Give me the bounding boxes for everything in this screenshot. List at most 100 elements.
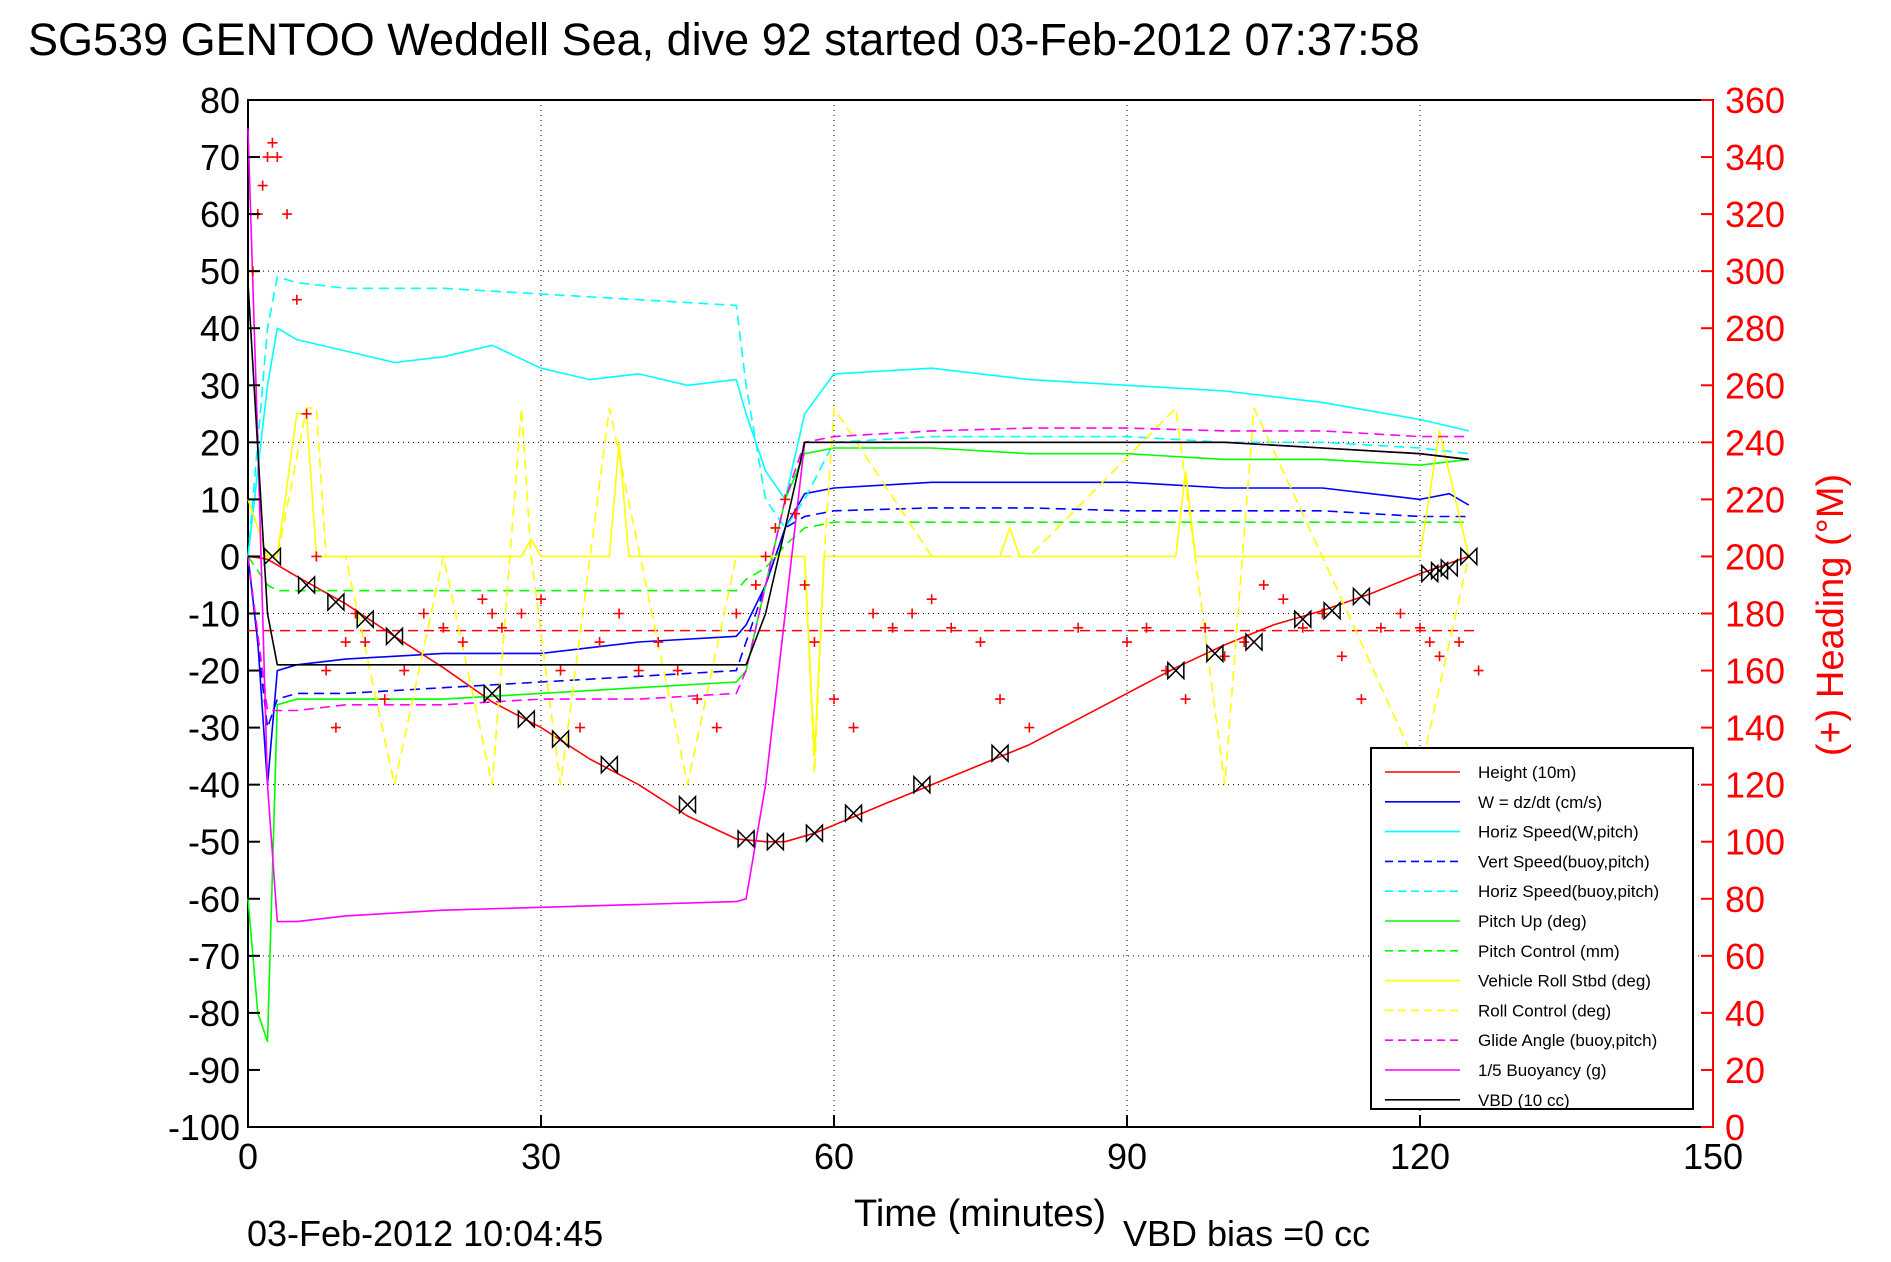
heading-marker-34 <box>731 608 742 619</box>
y2-tick-label-10: 160 <box>1725 651 1785 692</box>
vbd-marker-13 <box>844 803 863 824</box>
heading-marker-70 <box>1434 651 1445 662</box>
x-tick-label-4: 120 <box>1390 1136 1450 1177</box>
heading-marker-25 <box>555 665 566 676</box>
heading-marker-19 <box>457 637 468 648</box>
heading-marker-68 <box>1415 622 1425 633</box>
y2-tick-label-15: 60 <box>1725 936 1765 977</box>
vbd-marker-20 <box>1323 600 1341 621</box>
heading-marker-42 <box>829 694 839 705</box>
vbd-marker-18 <box>1245 632 1263 652</box>
legend-items: Height (10m) W = dz/dt (cm/s) Horiz Speed(… <box>1385 763 1659 1110</box>
footer-timestamp: 03-Feb-2012 10:04:45 <box>247 1213 603 1254</box>
series-line-9 <box>247 427 1469 712</box>
heading-marker-12 <box>340 637 351 648</box>
x-axis-ticks: 0 30 60 90 120 150 <box>238 1115 1743 1177</box>
vbd-marker-15 <box>991 743 1009 764</box>
heading-marker-28 <box>614 608 625 619</box>
heading-marker-37 <box>770 522 781 533</box>
heading-marker-41 <box>809 637 820 648</box>
heading-marker-45 <box>887 622 898 633</box>
heading-marker-9 <box>311 551 322 562</box>
vbd-marker-22 <box>1421 563 1439 584</box>
y2-tick-label-1: 340 <box>1725 137 1785 178</box>
x-tick-label-1: 30 <box>521 1136 561 1177</box>
heading-marker-61 <box>1278 594 1289 605</box>
heading-marker-65 <box>1356 694 1367 705</box>
heading-marker-43 <box>848 722 859 733</box>
vbd-marker-23 <box>1430 560 1449 581</box>
y2-tick-label-17: 20 <box>1725 1050 1765 1091</box>
y2-tick-label-9: 180 <box>1725 594 1785 635</box>
heading-marker-60 <box>1258 579 1269 590</box>
heading-marker-67 <box>1395 608 1406 619</box>
y-tick-label-5: 30 <box>200 365 240 406</box>
heading-marker-32 <box>692 694 703 705</box>
heading-marker-62 <box>1297 622 1308 633</box>
x-tick-label-3: 90 <box>1107 1136 1147 1177</box>
heading-marker-4 <box>267 137 278 148</box>
heading-marker-24 <box>536 594 546 605</box>
heading-marker-53 <box>1122 637 1132 648</box>
y-tick-label-11: -30 <box>188 708 240 749</box>
y2-tick-label-12: 120 <box>1725 765 1785 806</box>
heading-marker-57 <box>1200 622 1211 633</box>
heading-marker-51 <box>1024 722 1035 733</box>
series-line-4 <box>247 276 1469 557</box>
heading-marker-16 <box>399 665 410 676</box>
heading-marker-6 <box>282 209 293 220</box>
series-line-11 <box>247 282 1469 666</box>
legend-label-3: Vert Speed(buoy,pitch) <box>1478 852 1650 871</box>
vbd-marker-9 <box>678 794 697 815</box>
y-tick-label-3: 50 <box>200 251 240 292</box>
legend-label-9: Glide Angle (buoy,pitch) <box>1478 1031 1657 1050</box>
heading-marker-39 <box>789 508 800 519</box>
vbd-marker-6 <box>517 709 536 729</box>
right-axis-label: (+) Heading (°M) <box>1810 474 1852 756</box>
y2-tick-label-18: 0 <box>1725 1107 1745 1148</box>
heading-marker-56 <box>1180 694 1191 705</box>
heading-marker-30 <box>653 637 664 648</box>
legend-label-0: Height (10m) <box>1478 763 1576 782</box>
y-tick-label-2: 60 <box>200 194 240 235</box>
heading-marker-5 <box>272 152 283 163</box>
y2-tick-label-3: 300 <box>1725 251 1785 292</box>
legend-label-6: Pitch Control (mm) <box>1478 942 1620 961</box>
chart-title: SG539 GENTOO Weddell Sea, dive 92 starte… <box>28 14 1420 65</box>
y-tick-label-0: 80 <box>200 80 240 121</box>
y-tick-label-14: -60 <box>188 879 240 920</box>
heading-marker-26 <box>575 722 586 733</box>
heading-marker-44 <box>868 608 879 619</box>
y-tick-label-13: -50 <box>188 822 240 863</box>
heading-marker-46 <box>907 608 918 619</box>
y2-tick-label-13: 100 <box>1725 822 1785 863</box>
heading-marker-55 <box>1161 665 1172 676</box>
x-tick-label-0: 0 <box>238 1136 258 1177</box>
y-tick-label-1: 70 <box>200 137 240 178</box>
heading-marker-14 <box>360 637 371 648</box>
vbd-marker-12 <box>805 823 824 843</box>
heading-marker-31 <box>672 665 683 676</box>
heading-marker-38 <box>780 494 791 505</box>
heading-marker-7 <box>291 294 302 305</box>
marker-layer <box>247 137 1484 852</box>
legend-box <box>1370 747 1694 1110</box>
y-tick-label-16: -80 <box>188 993 240 1034</box>
y-tick-label-18: -100 <box>168 1107 240 1148</box>
vbd-marker-16 <box>1167 660 1185 681</box>
series-line-6 <box>247 521 1469 592</box>
heading-marker-47 <box>926 594 937 605</box>
legend-label-5: Pitch Up (deg) <box>1478 912 1587 931</box>
heading-marker-8 <box>301 408 312 419</box>
vbd-marker-19 <box>1294 609 1312 630</box>
heading-marker-69 <box>1424 637 1435 648</box>
vbd-marker-0 <box>263 546 282 567</box>
heading-marker-11 <box>330 722 341 733</box>
y2-tick-label-0: 360 <box>1725 80 1785 121</box>
heading-marker-15 <box>379 694 390 705</box>
heading-marker-66 <box>1375 622 1386 633</box>
vbd-marker-17 <box>1206 643 1224 664</box>
heading-marker-2 <box>257 180 268 191</box>
vbd-marker-25 <box>1460 546 1478 567</box>
vbd-marker-3 <box>356 609 374 630</box>
